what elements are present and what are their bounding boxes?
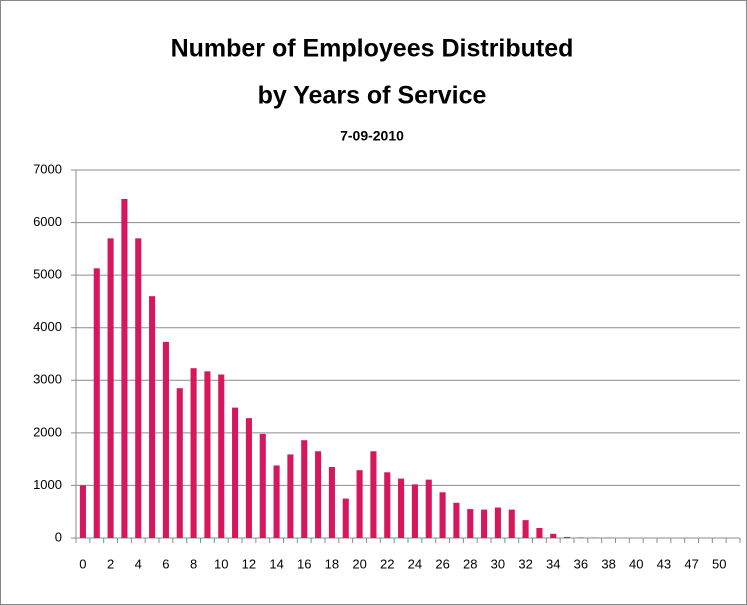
x-tick-label: 28 xyxy=(463,556,477,571)
bar xyxy=(577,537,584,538)
bar xyxy=(93,268,100,538)
bar xyxy=(328,467,335,538)
y-tick-label: 7000 xyxy=(33,161,62,176)
x-tick-label: 6 xyxy=(162,556,169,571)
bar xyxy=(564,536,571,538)
bar xyxy=(453,502,460,538)
bar xyxy=(204,371,211,538)
bar xyxy=(79,485,86,538)
bar xyxy=(245,418,252,538)
bar xyxy=(121,198,128,538)
bar xyxy=(467,509,474,538)
bar xyxy=(481,509,488,538)
bar xyxy=(342,498,349,538)
x-tick-label: 40 xyxy=(629,556,643,571)
bar xyxy=(149,296,156,538)
bar xyxy=(218,374,225,538)
bar xyxy=(135,238,142,539)
bar xyxy=(494,507,501,538)
x-tick-label: 36 xyxy=(574,556,588,571)
y-tick-label: 0 xyxy=(55,529,62,544)
bar xyxy=(398,478,405,538)
x-tick-label: 2 xyxy=(107,556,114,571)
x-tick-label: 38 xyxy=(601,556,615,571)
bar xyxy=(287,454,294,538)
x-tick-label: 32 xyxy=(518,556,532,571)
bar xyxy=(273,465,280,538)
x-tick-label: 22 xyxy=(380,556,394,571)
bar xyxy=(508,509,515,538)
x-tick-label: 16 xyxy=(297,556,311,571)
y-tick-label: 6000 xyxy=(33,214,62,229)
x-tick-label: 20 xyxy=(352,556,366,571)
y-tick-label: 1000 xyxy=(33,477,62,492)
chart-title: by Years of Service xyxy=(258,82,487,110)
bar xyxy=(370,451,377,538)
bar xyxy=(536,528,543,538)
bar xyxy=(522,520,529,538)
y-tick-label: 5000 xyxy=(33,267,62,282)
x-tick-label: 30 xyxy=(491,556,505,571)
y-tick-label: 2000 xyxy=(33,424,62,439)
bar xyxy=(411,484,418,538)
x-tick-label: 43 xyxy=(657,556,671,571)
x-tick-label: 4 xyxy=(135,556,142,571)
bar xyxy=(162,341,169,538)
y-tick-label: 4000 xyxy=(33,319,62,334)
x-tick-label: 24 xyxy=(408,556,422,571)
bar xyxy=(301,440,308,538)
x-tick-label: 34 xyxy=(546,556,560,571)
bar xyxy=(384,472,391,538)
x-tick-label: 12 xyxy=(242,556,256,571)
chart-subtitle: 7-09-2010 xyxy=(340,128,404,144)
bar xyxy=(356,470,363,538)
bar xyxy=(232,407,239,538)
y-tick-label: 3000 xyxy=(33,372,62,387)
bar xyxy=(190,368,197,538)
x-tick-label: 47 xyxy=(684,556,698,571)
x-tick-label: 0 xyxy=(79,556,86,571)
chart-title: Number of Employees Distributed xyxy=(171,35,574,63)
x-tick-label: 8 xyxy=(190,556,197,571)
bar xyxy=(425,479,432,538)
bar xyxy=(107,238,114,539)
x-tick-label: 50 xyxy=(712,556,726,571)
x-tick-label: 10 xyxy=(214,556,228,571)
bar xyxy=(315,451,322,538)
bar xyxy=(439,492,446,538)
bar xyxy=(259,433,266,538)
bar xyxy=(176,388,183,538)
bar xyxy=(550,533,557,538)
x-tick-label: 14 xyxy=(269,556,283,571)
x-tick-label: 26 xyxy=(435,556,449,571)
x-tick-label: 18 xyxy=(325,556,339,571)
